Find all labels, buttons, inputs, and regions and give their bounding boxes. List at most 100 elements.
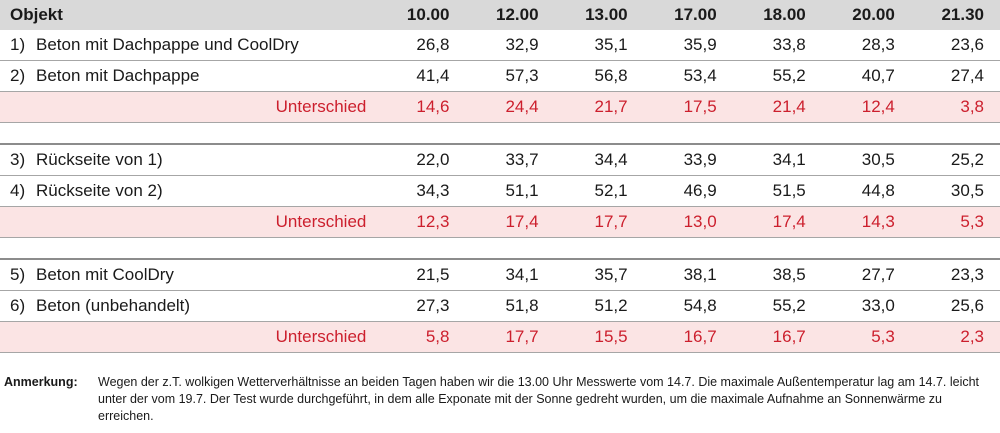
value-cell: 38,1 xyxy=(643,259,733,291)
difference-value: 5,8 xyxy=(376,321,466,353)
value-cell: 38,5 xyxy=(732,259,822,291)
column-header-time: 21.30 xyxy=(910,0,1000,30)
object-cell: 4) Rückseite von 2) xyxy=(0,175,377,207)
table-row: 1) Beton mit Dachpappe und CoolDry 26,8 32,… xyxy=(0,30,1000,61)
difference-value: 5,3 xyxy=(821,321,911,353)
column-header-object: Objekt xyxy=(0,0,377,30)
difference-value: 14,6 xyxy=(376,91,466,123)
value-cell: 44,8 xyxy=(821,175,911,207)
difference-value: 17,4 xyxy=(465,206,555,238)
value-cell: 27,3 xyxy=(376,290,466,322)
table-row: 3) Rückseite von 1) 22,0 33,7 34,4 33,9 34,1 30… xyxy=(0,144,1000,176)
value-cell: 55,2 xyxy=(732,60,822,92)
value-cell: 51,2 xyxy=(554,290,644,322)
value-cell: 27,7 xyxy=(821,259,911,291)
value-cell: 53,4 xyxy=(643,60,733,92)
table-row: 6) Beton (unbehandelt) 27,3 51,8 51,2 54,8 55,… xyxy=(0,290,1000,322)
object-cell: 3) Rückseite von 1) xyxy=(0,144,377,176)
value-cell: 33,8 xyxy=(732,30,822,61)
difference-value: 15,5 xyxy=(554,321,644,353)
annotation-note: Anmerkung: Wegen der z.T. wolkigen Wette… xyxy=(4,374,996,425)
difference-value: 14,3 xyxy=(821,206,911,238)
value-cell: 34,4 xyxy=(554,144,644,176)
object-cell: 2) Beton mit Dachpappe xyxy=(0,60,377,92)
object-label: Beton mit CoolDry xyxy=(36,265,174,284)
group-separator xyxy=(0,122,1000,145)
value-cell: 55,2 xyxy=(732,290,822,322)
object-label: Beton mit Dachpappe xyxy=(36,66,200,85)
table-header-row: Objekt 10.00 12.00 13.00 17.00 18.00 20.… xyxy=(0,0,1000,30)
object-number: 4) xyxy=(10,181,26,200)
table-row: 4) Rückseite von 2) 34,3 51,1 52,1 46,9 51,5 44… xyxy=(0,175,1000,207)
object-label: Beton (unbehandelt) xyxy=(36,296,191,315)
value-cell: 34,1 xyxy=(465,259,555,291)
value-cell: 51,8 xyxy=(465,290,555,322)
value-cell: 32,9 xyxy=(465,30,555,61)
object-number: 3) xyxy=(10,150,26,169)
difference-row: Unterschied 5,8 17,7 15,5 16,7 16,7 5,3 2,3 xyxy=(0,321,1000,353)
value-cell: 30,5 xyxy=(910,175,1000,207)
object-label: Rückseite von 1) xyxy=(36,150,163,169)
object-cell: 6) Beton (unbehandelt) xyxy=(0,290,377,322)
value-cell: 33,7 xyxy=(465,144,555,176)
object-number: 2) xyxy=(10,66,26,85)
note-text: Wegen der z.T. wolkigen Wetterverhältnis… xyxy=(98,375,980,423)
column-header-time: 18.00 xyxy=(732,0,822,30)
difference-value: 16,7 xyxy=(643,321,733,353)
object-number: 1) xyxy=(10,35,26,54)
object-cell: 1) Beton mit Dachpappe und CoolDry xyxy=(0,30,377,61)
column-header-time: 10.00 xyxy=(376,0,466,30)
value-cell: 34,3 xyxy=(376,175,466,207)
difference-value: 3,8 xyxy=(910,91,1000,123)
difference-value: 24,4 xyxy=(465,91,555,123)
table-row: 5) Beton mit CoolDry 21,5 34,1 35,7 38,1 38,5 2… xyxy=(0,259,1000,291)
value-cell: 57,3 xyxy=(465,60,555,92)
difference-value: 21,4 xyxy=(732,91,822,123)
difference-value: 16,7 xyxy=(732,321,822,353)
value-cell: 23,6 xyxy=(910,30,1000,61)
value-cell: 34,1 xyxy=(732,144,822,176)
difference-row: Unterschied 12,3 17,4 17,7 13,0 17,4 14,3 5,3 xyxy=(0,206,1000,238)
object-cell: 5) Beton mit CoolDry xyxy=(0,259,377,291)
value-cell: 22,0 xyxy=(376,144,466,176)
value-cell: 26,8 xyxy=(376,30,466,61)
value-cell: 41,4 xyxy=(376,60,466,92)
difference-value: 21,7 xyxy=(554,91,644,123)
difference-value: 5,3 xyxy=(910,206,1000,238)
column-header-time: 17.00 xyxy=(643,0,733,30)
difference-value: 17,7 xyxy=(465,321,555,353)
difference-value: 12,3 xyxy=(376,206,466,238)
table-row: 2) Beton mit Dachpappe 41,4 57,3 56,8 53,4 55,… xyxy=(0,60,1000,92)
difference-label: Unterschied xyxy=(0,91,377,123)
difference-value: 12,4 xyxy=(821,91,911,123)
difference-value: 13,0 xyxy=(643,206,733,238)
difference-value: 17,5 xyxy=(643,91,733,123)
value-cell: 25,6 xyxy=(910,290,1000,322)
difference-label: Unterschied xyxy=(0,206,377,238)
table-body: 1) Beton mit Dachpappe und CoolDry 26,8 32,… xyxy=(0,30,1000,353)
value-cell: 52,1 xyxy=(554,175,644,207)
note-label: Anmerkung: xyxy=(4,375,78,389)
value-cell: 33,9 xyxy=(643,144,733,176)
object-label: Rückseite von 2) xyxy=(36,181,163,200)
difference-value: 17,4 xyxy=(732,206,822,238)
column-header-time: 20.00 xyxy=(821,0,911,30)
object-label: Beton mit Dachpappe und CoolDry xyxy=(36,35,299,54)
value-cell: 35,1 xyxy=(554,30,644,61)
value-cell: 28,3 xyxy=(821,30,911,61)
object-number: 6) xyxy=(10,296,26,315)
column-header-time: 12.00 xyxy=(465,0,555,30)
value-cell: 33,0 xyxy=(821,290,911,322)
value-cell: 46,9 xyxy=(643,175,733,207)
value-cell: 35,7 xyxy=(554,259,644,291)
value-cell: 23,3 xyxy=(910,259,1000,291)
object-number: 5) xyxy=(10,265,26,284)
difference-value: 17,7 xyxy=(554,206,644,238)
column-header-time: 13.00 xyxy=(554,0,644,30)
value-cell: 51,1 xyxy=(465,175,555,207)
measurement-table: Objekt 10.00 12.00 13.00 17.00 18.00 20.… xyxy=(0,0,1000,353)
difference-label: Unterschied xyxy=(0,321,377,353)
value-cell: 40,7 xyxy=(821,60,911,92)
value-cell: 56,8 xyxy=(554,60,644,92)
value-cell: 30,5 xyxy=(821,144,911,176)
